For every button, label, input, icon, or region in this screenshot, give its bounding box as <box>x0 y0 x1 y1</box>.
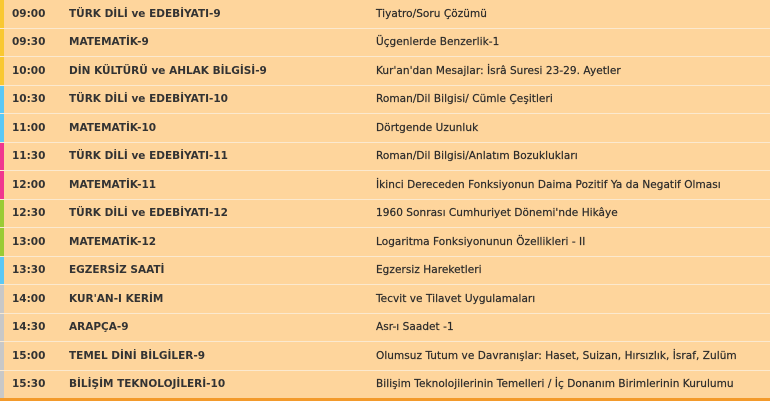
grade-color-bar <box>0 313 4 341</box>
time-label: 11:00 <box>12 121 46 134</box>
time-label: 09:30 <box>12 36 46 49</box>
grade-color-bar <box>0 370 4 398</box>
schedule-row[interactable]: 11:30 TÜRK DİLİ ve EDEBİYATI-11 Roman/Di… <box>0 142 770 171</box>
subject-label: TEMEL DİNİ BİLGİLER-9 <box>69 349 206 362</box>
schedule-row[interactable]: 09:30 MATEMATİK-9 Üçgenlerde Benzerlik-1 <box>0 28 770 57</box>
time-label: 14:00 <box>12 292 46 305</box>
subject-label: MATEMATİK-11 <box>69 178 157 191</box>
topic-label: Üçgenlerde Benzerlik-1 <box>376 36 500 49</box>
subject-label: TÜRK DİLİ ve EDEBİYATI-11 <box>69 150 228 163</box>
schedule-row[interactable]: 15:00 TEMEL DİNİ BİLGİLER-9 Olumsuz Tutu… <box>0 342 770 371</box>
time-label: 10:30 <box>12 93 46 106</box>
schedule-row[interactable]: 15:30 BİLİŞİM TEKNOLOJİLERİ-10 Bilişim T… <box>0 370 770 398</box>
subject-label: ARAPÇA-9 <box>69 321 129 334</box>
topic-label: Roman/Dil Bilgisi/Anlatım Bozuklukları <box>376 150 578 163</box>
topic-label: 1960 Sonrası Cumhuriyet Dönemi'nde Hikây… <box>376 207 618 220</box>
topic-label: Roman/Dil Bilgisi/ Cümle Çeşitleri <box>376 93 553 106</box>
topic-label: Asr-ı Saadet -1 <box>376 321 454 334</box>
subject-label: MATEMATİK-10 <box>69 121 157 134</box>
time-label: 10:00 <box>12 64 46 77</box>
time-label: 15:00 <box>12 349 46 362</box>
topic-label: Tiyatro/Soru Çözümü <box>376 7 487 20</box>
grade-color-bar <box>0 199 4 227</box>
topic-label: Dörtgende Uzunluk <box>376 121 479 134</box>
subject-label: EGZERSİZ SAATİ <box>69 264 165 277</box>
schedule-row[interactable]: 12:30 TÜRK DİLİ ve EDEBİYATI-12 1960 Son… <box>0 199 770 228</box>
grade-color-bar <box>0 28 4 56</box>
grade-color-bar <box>0 0 4 28</box>
subject-label: TÜRK DİLİ ve EDEBİYATI-9 <box>69 7 221 20</box>
subject-label: MATEMATİK-12 <box>69 235 157 248</box>
topic-label: Tecvit ve Tilavet Uygulamaları <box>376 292 536 305</box>
time-label: 13:30 <box>12 264 46 277</box>
grade-color-bar <box>0 285 4 313</box>
topic-label: Logaritma Fonksiyonunun Özellikleri - II <box>376 235 586 248</box>
schedule-row[interactable]: 12:00 MATEMATİK-11 İkinci Dereceden Fonk… <box>0 171 770 200</box>
schedule-row[interactable]: 13:00 MATEMATİK-12 Logaritma Fonksiyonun… <box>0 228 770 257</box>
grade-color-bar <box>0 342 4 370</box>
time-label: 12:00 <box>12 178 46 191</box>
schedule-row[interactable]: 13:30 EGZERSİZ SAATİ Egzersiz Hareketler… <box>0 256 770 285</box>
subject-label: TÜRK DİLİ ve EDEBİYATI-12 <box>69 207 228 220</box>
grade-color-bar <box>0 57 4 85</box>
subject-label: DİN KÜLTÜRÜ ve AHLAK BİLGİSİ-9 <box>69 64 267 77</box>
topic-label: Olumsuz Tutum ve Davranışlar: Haset, Sui… <box>376 349 737 362</box>
schedule-row[interactable]: 14:00 KUR'AN-I KERİM Tecvit ve Tilavet U… <box>0 285 770 314</box>
time-label: 11:30 <box>12 150 46 163</box>
grade-color-bar <box>0 256 4 284</box>
topic-label: Bilişim Teknolojilerinin Temelleri / İç … <box>376 378 734 391</box>
topic-label: Egzersiz Hareketleri <box>376 264 482 277</box>
grade-color-bar <box>0 85 4 113</box>
subject-label: TÜRK DİLİ ve EDEBİYATI-10 <box>69 93 228 106</box>
grade-color-bar <box>0 171 4 199</box>
time-label: 09:00 <box>12 7 46 20</box>
schedule-row[interactable]: 11:00 MATEMATİK-10 Dörtgende Uzunluk <box>0 114 770 143</box>
grade-color-bar <box>0 228 4 256</box>
time-label: 12:30 <box>12 207 46 220</box>
topic-label: Kur'an'dan Mesajlar: İsrâ Suresi 23-29. … <box>376 64 621 77</box>
time-label: 15:30 <box>12 378 46 391</box>
subject-label: BİLİŞİM TEKNOLOJİLERİ-10 <box>69 378 226 391</box>
schedule-row[interactable]: 10:30 TÜRK DİLİ ve EDEBİYATI-10 Roman/Di… <box>0 85 770 114</box>
schedule-row[interactable]: 09:00 TÜRK DİLİ ve EDEBİYATI-9 Tiyatro/S… <box>0 0 770 29</box>
time-label: 13:00 <box>12 235 46 248</box>
subject-label: KUR'AN-I KERİM <box>69 292 164 305</box>
time-label: 14:30 <box>12 321 46 334</box>
topic-label: İkinci Dereceden Fonksiyonun Daima Pozit… <box>376 178 721 191</box>
subject-label: MATEMATİK-9 <box>69 36 149 49</box>
schedule-row[interactable]: 14:30 ARAPÇA-9 Asr-ı Saadet -1 <box>0 313 770 342</box>
grade-color-bar <box>0 114 4 142</box>
grade-color-bar <box>0 142 4 170</box>
schedule-row[interactable]: 10:00 DİN KÜLTÜRÜ ve AHLAK BİLGİSİ-9 Kur… <box>0 57 770 86</box>
